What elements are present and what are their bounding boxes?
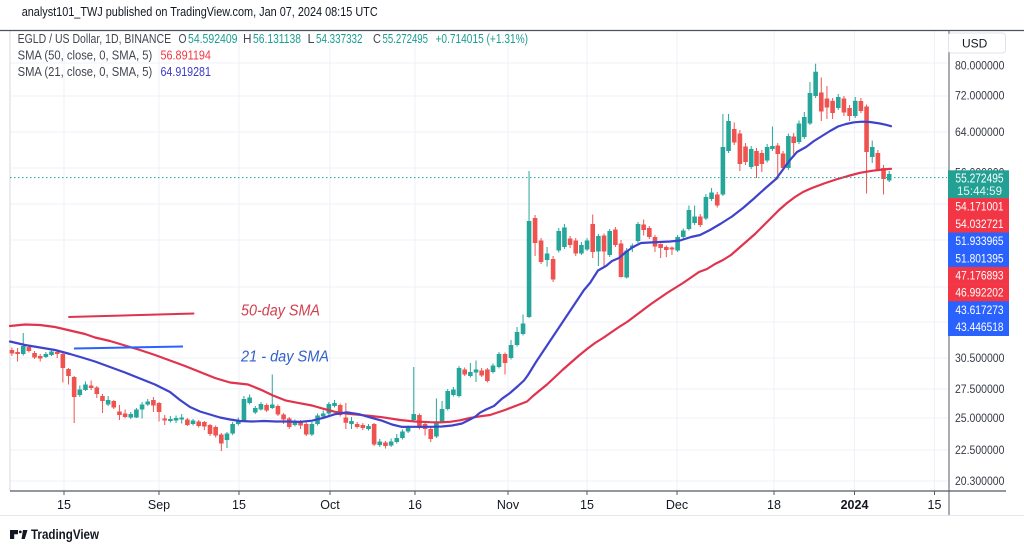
- svg-text:C: C: [373, 32, 381, 46]
- svg-text:64.000000: 64.000000: [955, 127, 1004, 139]
- svg-text:43.617273: 43.617273: [955, 305, 1003, 317]
- svg-text:56.891194: 56.891194: [161, 48, 211, 62]
- svg-text:56.131138: 56.131138: [253, 32, 301, 46]
- svg-text:15: 15: [232, 498, 246, 512]
- svg-text:80.000000: 80.000000: [955, 61, 1004, 73]
- svg-text:15: 15: [580, 498, 594, 512]
- svg-text:54.032721: 54.032721: [955, 219, 1003, 231]
- svg-text:15:44:59: 15:44:59: [957, 186, 1002, 198]
- svg-text:20.300000: 20.300000: [955, 476, 1004, 488]
- svg-text:27.500000: 27.500000: [955, 384, 1004, 396]
- svg-text:USD: USD: [962, 37, 988, 51]
- svg-text:H: H: [243, 32, 252, 46]
- svg-text:O: O: [179, 32, 187, 46]
- svg-text:51.801395: 51.801395: [955, 253, 1003, 265]
- svg-text:64.919281: 64.919281: [161, 65, 211, 79]
- svg-text:43.446518: 43.446518: [955, 322, 1003, 334]
- svg-text:72.000000: 72.000000: [955, 91, 1004, 103]
- svg-text:22.500000: 22.500000: [955, 445, 1004, 457]
- svg-text:L: L: [308, 32, 315, 46]
- svg-text:Nov: Nov: [497, 498, 520, 512]
- svg-text:50-day SMA: 50-day SMA: [241, 303, 320, 320]
- svg-text:2024: 2024: [841, 498, 869, 512]
- svg-text:15: 15: [928, 498, 942, 512]
- svg-text:16: 16: [408, 498, 422, 512]
- svg-text:EGLD / US Dollar, 1D, BINANCE: EGLD / US Dollar, 1D, BINANCE: [18, 32, 172, 46]
- svg-text:21 - day SMA: 21 - day SMA: [240, 349, 329, 366]
- svg-text:TradingView: TradingView: [31, 527, 99, 542]
- svg-text:Dec: Dec: [666, 498, 688, 512]
- svg-text:55.272495: 55.272495: [383, 32, 429, 46]
- svg-text:+0.714015 (+1.31%): +0.714015 (+1.31%): [436, 32, 529, 46]
- svg-text:54.592409: 54.592409: [188, 32, 238, 46]
- svg-text:SMA (21, close, 0, SMA, 5): SMA (21, close, 0, SMA, 5): [18, 65, 153, 79]
- svg-text:54.337332: 54.337332: [316, 32, 363, 46]
- svg-text:15: 15: [57, 498, 71, 512]
- svg-text:30.500000: 30.500000: [955, 353, 1004, 365]
- svg-text:analyst101_TWJ published on Tr: analyst101_TWJ published on TradingView.…: [22, 4, 378, 19]
- svg-text:54.171001: 54.171001: [955, 202, 1003, 214]
- svg-text:25.000000: 25.000000: [955, 413, 1004, 425]
- svg-text:46.992202: 46.992202: [955, 288, 1003, 300]
- svg-text:55.272495: 55.272495: [955, 172, 1003, 186]
- svg-text:Oct: Oct: [320, 498, 340, 512]
- svg-text:Sep: Sep: [148, 498, 170, 512]
- svg-text:47.176893: 47.176893: [955, 271, 1003, 283]
- svg-text:SMA (50, close, 0, SMA, 5): SMA (50, close, 0, SMA, 5): [18, 48, 153, 62]
- svg-text:18: 18: [767, 498, 781, 512]
- svg-text:51.933965: 51.933965: [955, 236, 1003, 248]
